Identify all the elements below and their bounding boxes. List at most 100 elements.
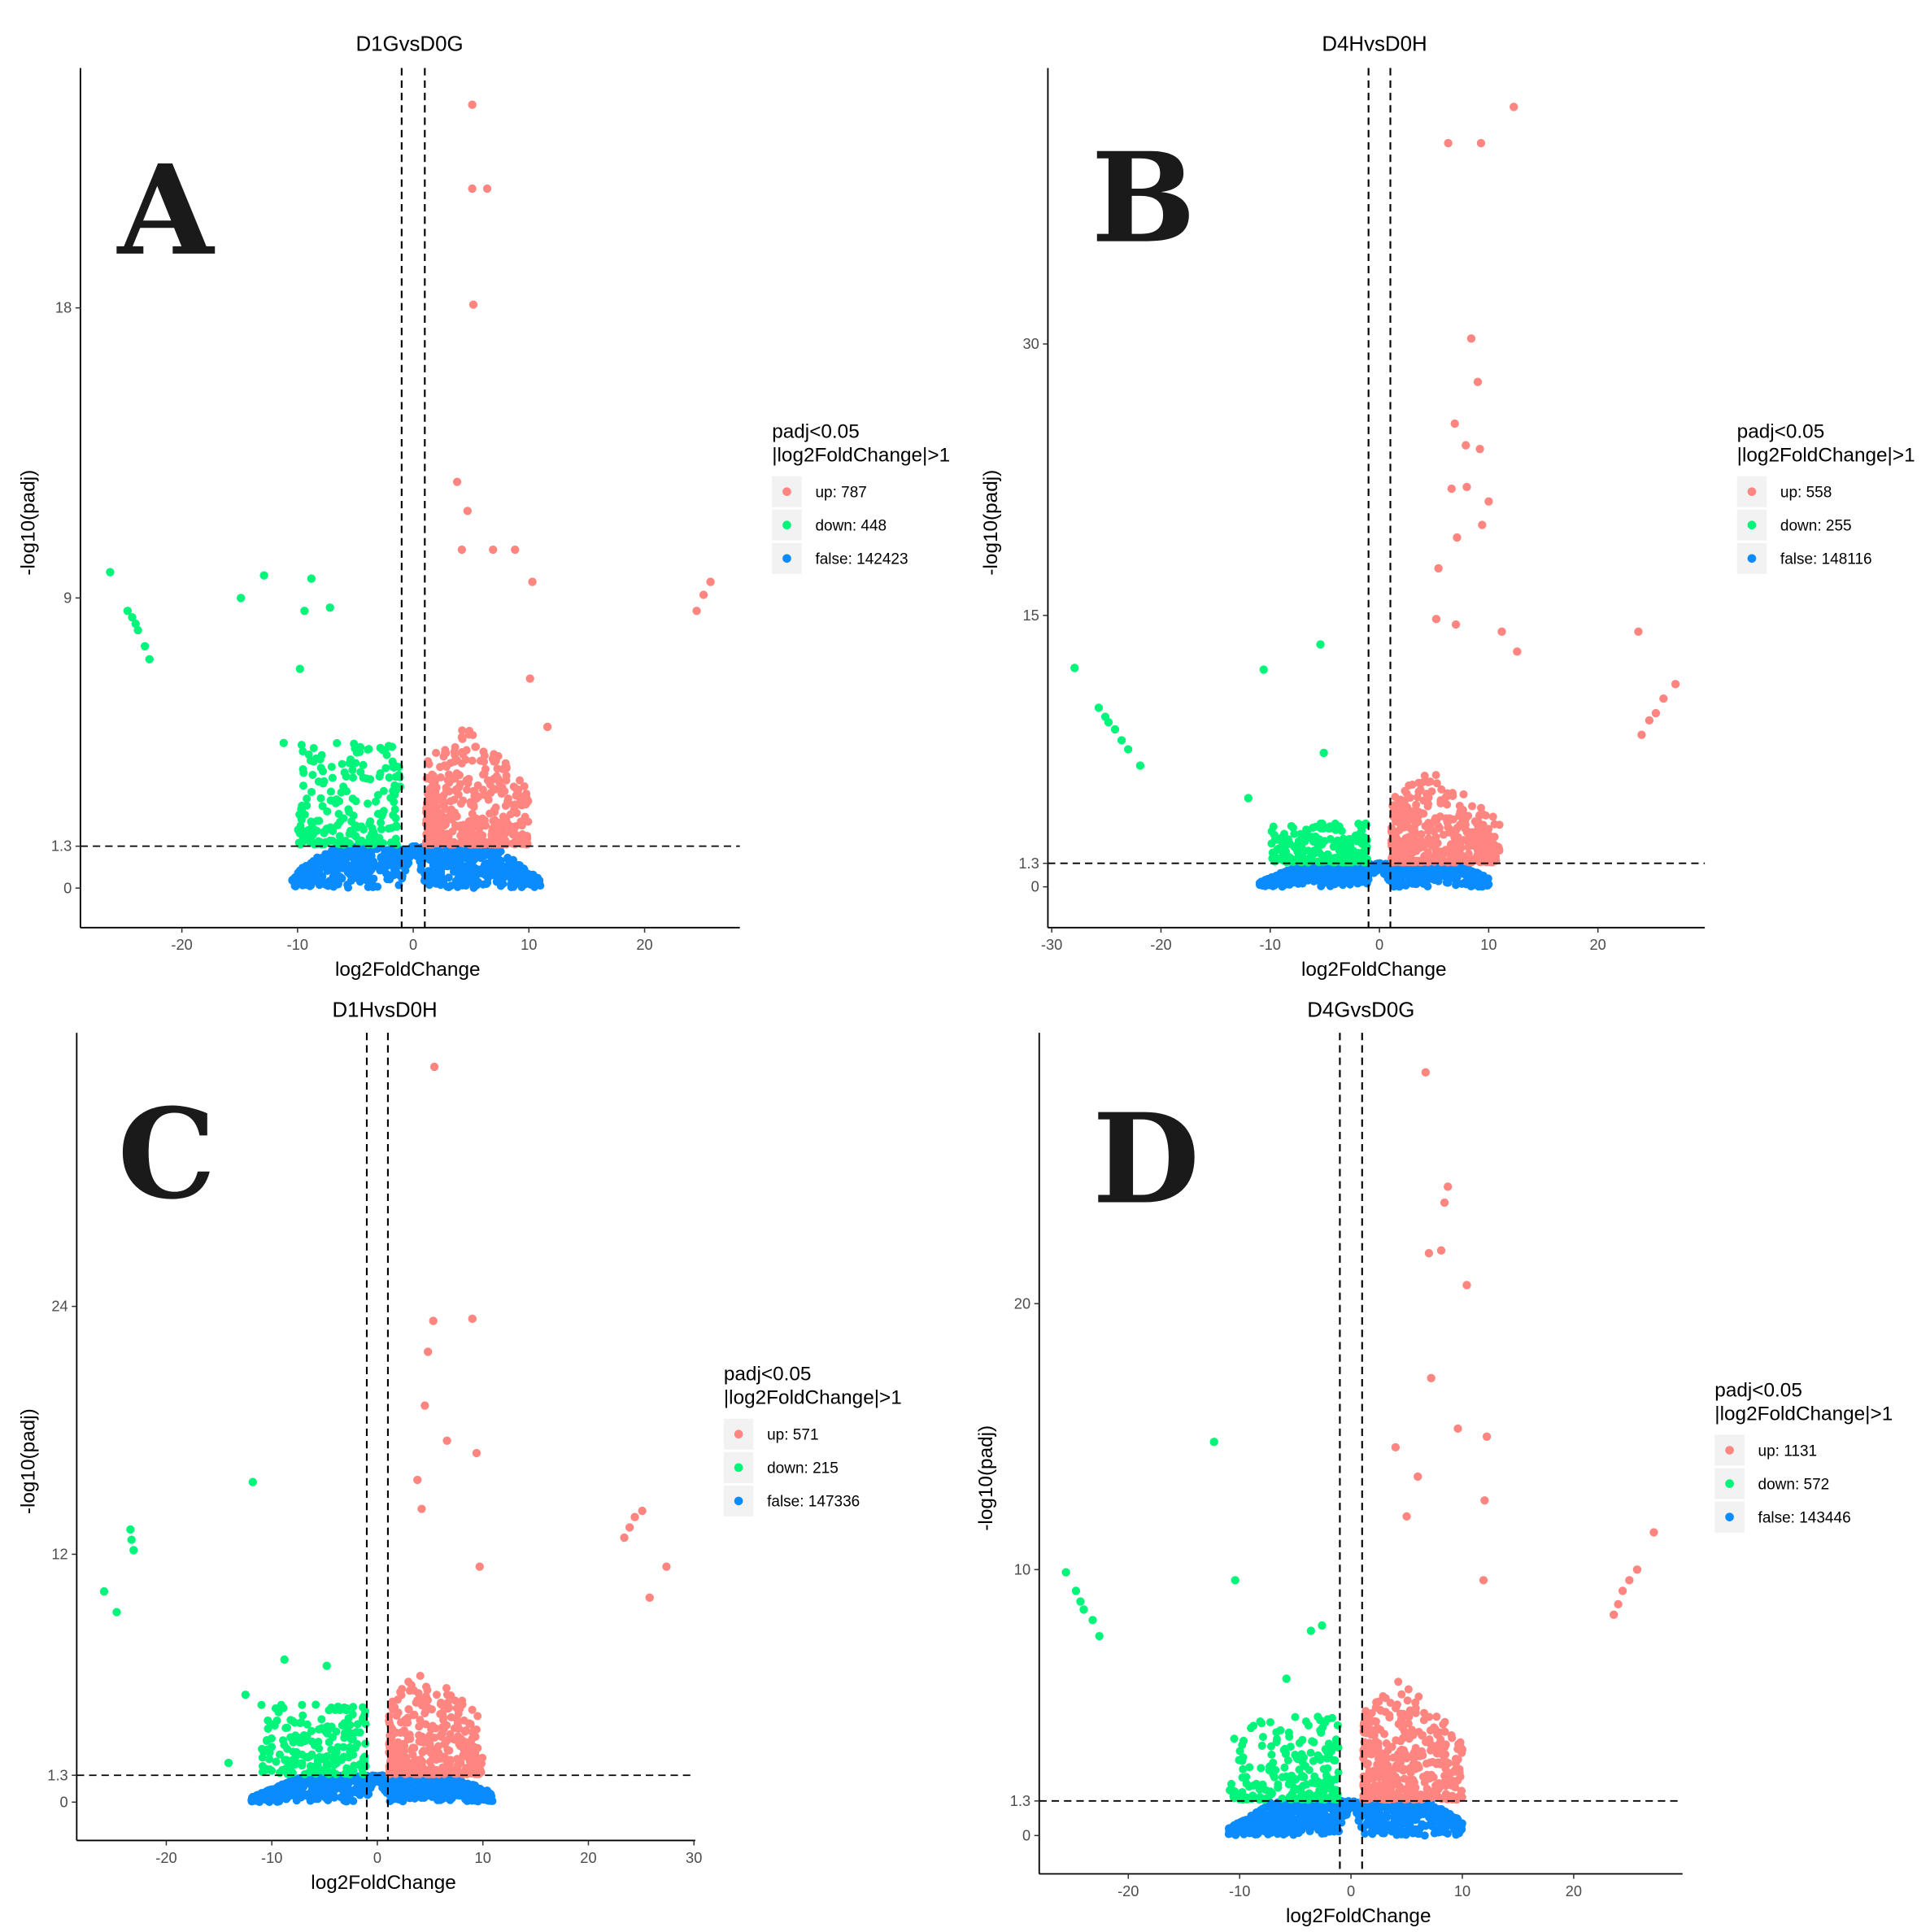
- false-point: [1402, 1826, 1412, 1835]
- false-point: [1433, 864, 1442, 873]
- legend-up-label: up: 571: [767, 1427, 818, 1444]
- false-point: [380, 859, 389, 868]
- up-point: [1413, 793, 1422, 802]
- false-point: [404, 1785, 413, 1794]
- down-point: [1104, 718, 1113, 727]
- down-point: [358, 1703, 368, 1712]
- down-point: [1316, 640, 1325, 649]
- up-point: [1659, 694, 1668, 703]
- down-point: [306, 756, 315, 765]
- false-point: [492, 877, 501, 886]
- up-point: [467, 800, 476, 809]
- up-point: [1484, 497, 1493, 506]
- up-point: [1466, 334, 1476, 343]
- up-point: [476, 1765, 485, 1774]
- down-point: [1282, 858, 1291, 867]
- down-point: [371, 797, 381, 806]
- up-point: [1394, 1677, 1403, 1686]
- up-point: [1432, 779, 1441, 788]
- point-cloud: [1224, 1677, 1467, 1840]
- down-point: [123, 607, 133, 616]
- false-point: [1254, 1822, 1263, 1831]
- down-point: [145, 655, 154, 664]
- false-point: [468, 868, 477, 877]
- down-point: [390, 798, 399, 807]
- false-point: [1283, 877, 1292, 886]
- up-point: [490, 750, 499, 759]
- down-point: [1288, 823, 1297, 832]
- false-point: [455, 852, 464, 861]
- down-point: [303, 1720, 312, 1729]
- false-point: [349, 847, 358, 856]
- false-point: [323, 867, 332, 876]
- legend-down-dot: [1747, 520, 1757, 530]
- up-point: [474, 792, 483, 801]
- down-point: [1117, 736, 1126, 745]
- false-point: [1283, 1821, 1292, 1830]
- x-tick-label: 10: [521, 936, 537, 953]
- up-point: [1409, 829, 1418, 838]
- down-point: [280, 1655, 289, 1664]
- up-point: [442, 1690, 451, 1699]
- down-point: [356, 742, 365, 751]
- up-point: [429, 1316, 438, 1325]
- up-point: [442, 1721, 451, 1730]
- down-point: [359, 825, 368, 834]
- down-point: [370, 831, 379, 840]
- down-point: [384, 742, 393, 751]
- up-point: [638, 1506, 647, 1516]
- up-point: [468, 1314, 477, 1323]
- legend-title: |log2FoldChange|>1: [1737, 444, 1915, 466]
- down-point: [355, 1728, 364, 1737]
- down-point: [298, 1711, 307, 1720]
- up-point: [431, 790, 440, 799]
- up-point: [1478, 520, 1487, 529]
- down-point: [314, 1738, 323, 1747]
- up-point: [1473, 377, 1483, 386]
- down-point: [1333, 824, 1342, 833]
- up-point: [1395, 818, 1404, 827]
- up-point: [1431, 771, 1440, 780]
- down-point: [332, 1727, 341, 1736]
- false-point: [1446, 1815, 1455, 1824]
- false-point: [429, 1780, 438, 1789]
- down-point: [264, 1716, 272, 1725]
- up-point: [476, 756, 485, 765]
- up-point: [451, 1696, 460, 1705]
- false-point: [1312, 1821, 1321, 1830]
- legend-false-dot: [782, 554, 791, 564]
- up-point: [490, 806, 499, 815]
- down-point: [385, 773, 394, 782]
- up-point: [492, 772, 501, 781]
- down-point: [325, 1769, 333, 1778]
- up-point: [1436, 796, 1445, 805]
- down-point: [292, 1747, 301, 1756]
- up-point: [468, 1705, 477, 1714]
- down-point: [279, 738, 288, 747]
- down-point: [316, 1765, 325, 1774]
- down-point: [332, 1748, 341, 1757]
- down-point: [106, 568, 115, 577]
- false-point: [355, 877, 364, 886]
- up-point: [517, 821, 526, 830]
- down-point: [1135, 761, 1145, 770]
- down-point: [390, 763, 399, 772]
- false-point: [264, 1786, 272, 1795]
- false-point: [1282, 1829, 1291, 1838]
- up-point: [429, 1062, 439, 1072]
- up-point: [468, 100, 477, 110]
- up-point: [489, 545, 498, 555]
- x-tick-label: 20: [636, 936, 652, 953]
- x-axis-label: log2FoldChange: [311, 1872, 456, 1894]
- down-point: [338, 759, 346, 768]
- up-point: [1464, 842, 1473, 851]
- down-point: [351, 759, 360, 768]
- false-point: [475, 866, 484, 875]
- up-point: [454, 1717, 463, 1726]
- false-point: [415, 1780, 424, 1789]
- down-point: [333, 838, 342, 847]
- down-point: [298, 747, 307, 756]
- up-point: [1459, 790, 1468, 798]
- down-point: [265, 1764, 274, 1773]
